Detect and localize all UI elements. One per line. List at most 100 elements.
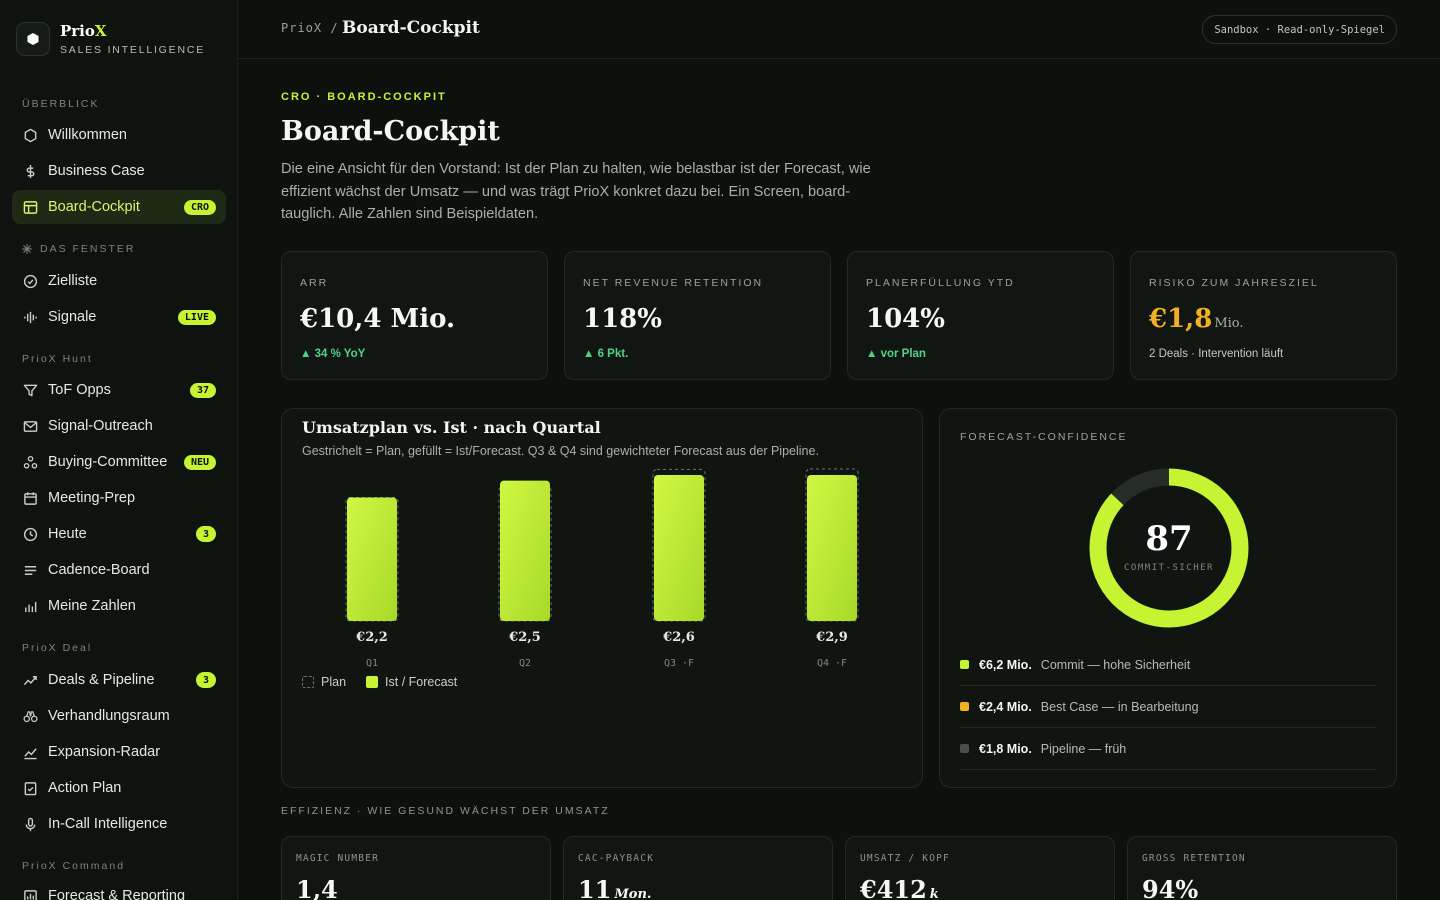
sidebar-item-signale[interactable]: Signale LIVE — [12, 300, 226, 334]
commit-dot — [960, 660, 969, 669]
legend-ist: Ist / Forecast — [366, 675, 457, 689]
section-command: PrioX Command — [22, 860, 126, 872]
confidence-row-bestcase: €2,4 Mio. Best Case — in Bearbeitung — [960, 686, 1376, 728]
confidence-row-pipeline: €1,8 Mio. Pipeline — früh — [960, 728, 1376, 770]
topbar: PrioX / Board-Cockpit Sandbox · Read-onl… — [238, 0, 1440, 59]
kpi-card-plan-ytd: PLANERFÜLLUNG YTD 104% ▲ vor Plan — [847, 251, 1114, 380]
target-check-icon — [22, 273, 38, 289]
kpi-value: €1,8 Mio. — [1149, 304, 1244, 334]
dollar-icon — [22, 163, 38, 179]
efficiency-section-label: EFFIZIENZ · WIE GESUND WÄCHST DER UMSATZ — [281, 805, 610, 817]
bar-value-label: €2,2 — [355, 630, 388, 645]
kpi-delta: 2 Deals · Intervention läuft — [1149, 348, 1284, 360]
page-description: Die eine Ansicht für den Vorstand: Ist d… — [281, 161, 871, 222]
environment-badge[interactable]: Sandbox · Read-only-Spiegel — [1202, 15, 1397, 44]
chart-subtitle: Gestrichelt = Plan, gefüllt = Ist/Foreca… — [302, 444, 819, 458]
sidebar-item-signal-outreach[interactable]: Signal-Outreach — [12, 409, 226, 443]
section-overview: ÜBERBLICK — [22, 98, 100, 110]
topbar-title: Board-Cockpit — [342, 18, 480, 38]
hexagon-icon — [22, 127, 38, 143]
kpi-card-arr: ARR €10,4 Mio. ▲ 34 % YoY — [281, 251, 548, 380]
ist-bar — [500, 480, 550, 621]
confidence-label: FORECAST-CONFIDENCE — [960, 431, 1128, 443]
kpi-value: 118% — [583, 304, 662, 334]
confidence-gauge: 87 COMMIT-SICHER — [1088, 467, 1250, 629]
sidebar-item-board-cockpit[interactable]: Board-Cockpit CRO — [12, 190, 226, 224]
sidebar-item-action-plan[interactable]: Action Plan — [12, 771, 226, 805]
sidebar-item-meine-zahlen[interactable]: Meine Zahlen — [12, 589, 226, 623]
logo-icon — [16, 22, 50, 56]
lines-icon — [22, 562, 38, 578]
sidebar-item-tof-opps[interactable]: ToF Opps 37 — [12, 373, 226, 407]
sidebar-item-heute[interactable]: Heute 3 — [12, 517, 226, 551]
forecast-confidence-card: FORECAST-CONFIDENCE 87 COMMIT-SICHER €6,… — [939, 408, 1397, 788]
sidebar-item-in-call-intelligence[interactable]: In-Call Intelligence — [12, 807, 226, 841]
brand-name: PrioX — [60, 22, 107, 40]
breadcrumb[interactable]: PrioX / — [281, 21, 339, 35]
bar-chart-icon — [22, 598, 38, 614]
filter-icon — [22, 382, 38, 398]
clock-icon — [22, 526, 38, 542]
sidebar-item-zielliste[interactable]: Zielliste — [12, 264, 226, 298]
pipeline-dot — [960, 744, 969, 753]
sidebar-item-expansion-radar[interactable]: Expansion-Radar — [12, 735, 226, 769]
ist-bar — [347, 497, 397, 621]
section-deal: PrioX Deal — [22, 642, 93, 654]
brand-subtitle: SALES INTELLIGENCE — [60, 44, 206, 56]
efficiency-card-gross-retention: GROSS RETENTION 94% — [1127, 836, 1397, 900]
count-badge: 3 — [196, 672, 216, 688]
legend-plan: Plan — [302, 675, 346, 689]
sparkle-icon — [22, 244, 32, 254]
section-hunt: PrioX Hunt — [22, 353, 93, 365]
kpi-value: 104% — [866, 304, 945, 334]
kpi-label: RISIKO ZUM JAHRESZIEL — [1149, 277, 1319, 289]
sidebar-item-cadence-board[interactable]: Cadence-Board — [12, 553, 226, 587]
kpi-delta: ▲ vor Plan — [866, 348, 926, 360]
bar-value-label: €2,5 — [508, 630, 541, 645]
bar-value-label: €2,9 — [815, 630, 848, 645]
sidebar-item-forecast-reporting[interactable]: Forecast & Reporting — [12, 879, 226, 900]
efficiency-card-cac-payback: CAC-PAYBACK 11 Mon. — [563, 836, 833, 900]
kpi-label: NET REVENUE RETENTION — [583, 277, 764, 289]
page-eyebrow: CRO · BOARD-COCKPIT — [281, 91, 447, 103]
chart-legend: Plan Ist / Forecast — [302, 675, 457, 689]
revenue-chart-card: Umsatzplan vs. Ist · nach Quartal Gestri… — [281, 408, 923, 788]
binoculars-icon — [22, 708, 38, 724]
trend-icon — [22, 672, 38, 688]
page-title: Board-Cockpit — [281, 116, 500, 147]
sidebar-item-meeting-prep[interactable]: Meeting-Prep — [12, 481, 226, 515]
count-badge: 37 — [189, 382, 216, 398]
new-badge: NEU — [183, 454, 216, 470]
kpi-card-nrr: NET REVENUE RETENTION 118% ▲ 6 Pkt. — [564, 251, 831, 380]
sidebar-item-business-case[interactable]: Business Case — [12, 154, 226, 188]
bar-value-label: €2,6 — [662, 630, 695, 645]
bestcase-dot — [960, 702, 969, 711]
sidebar: PrioX SALES INTELLIGENCE ÜBERBLICK Willk… — [0, 0, 238, 900]
confidence-caption: COMMIT-SICHER — [1124, 563, 1214, 573]
sidebar-item-deals-pipeline[interactable]: Deals & Pipeline 3 — [12, 663, 226, 697]
sidebar-item-buying-committee[interactable]: Buying-Committee NEU — [12, 445, 226, 479]
table-icon — [22, 199, 38, 215]
sidebar-item-willkommen[interactable]: Willkommen — [12, 118, 226, 152]
calendar-icon — [22, 490, 38, 506]
kpi-delta: ▲ 34 % YoY — [300, 348, 366, 360]
category-tick-label: Q2 — [519, 658, 531, 669]
kpi-card-risk: RISIKO ZUM JAHRESZIEL €1,8 Mio. 2 Deals ·… — [1130, 251, 1397, 380]
mic-icon — [22, 816, 38, 832]
confidence-value: 87 — [1145, 519, 1193, 559]
cro-badge: CRO — [183, 199, 216, 215]
efficiency-card-magic-number: MAGIC NUMBER 1,4 — [281, 836, 551, 900]
ist-bar — [654, 475, 704, 621]
brand[interactable]: PrioX SALES INTELLIGENCE — [16, 22, 205, 56]
sidebar-item-verhandlungsraum[interactable]: Verhandlungsraum — [12, 699, 226, 733]
category-tick-label: Q4 ·F — [817, 658, 847, 669]
kpi-label: ARR — [300, 277, 329, 289]
chart-icon — [22, 888, 38, 900]
chart-title: Umsatzplan vs. Ist · nach Quartal — [302, 418, 601, 437]
kpi-label: PLANERFÜLLUNG YTD — [866, 277, 1015, 289]
area-chart-icon — [22, 744, 38, 760]
ist-bar — [807, 475, 857, 621]
waveform-icon — [22, 309, 38, 325]
efficiency-card-revenue-per-head: UMSATZ / KOPF €412 k — [845, 836, 1115, 900]
kpi-delta: ▲ 6 Pkt. — [583, 348, 629, 360]
